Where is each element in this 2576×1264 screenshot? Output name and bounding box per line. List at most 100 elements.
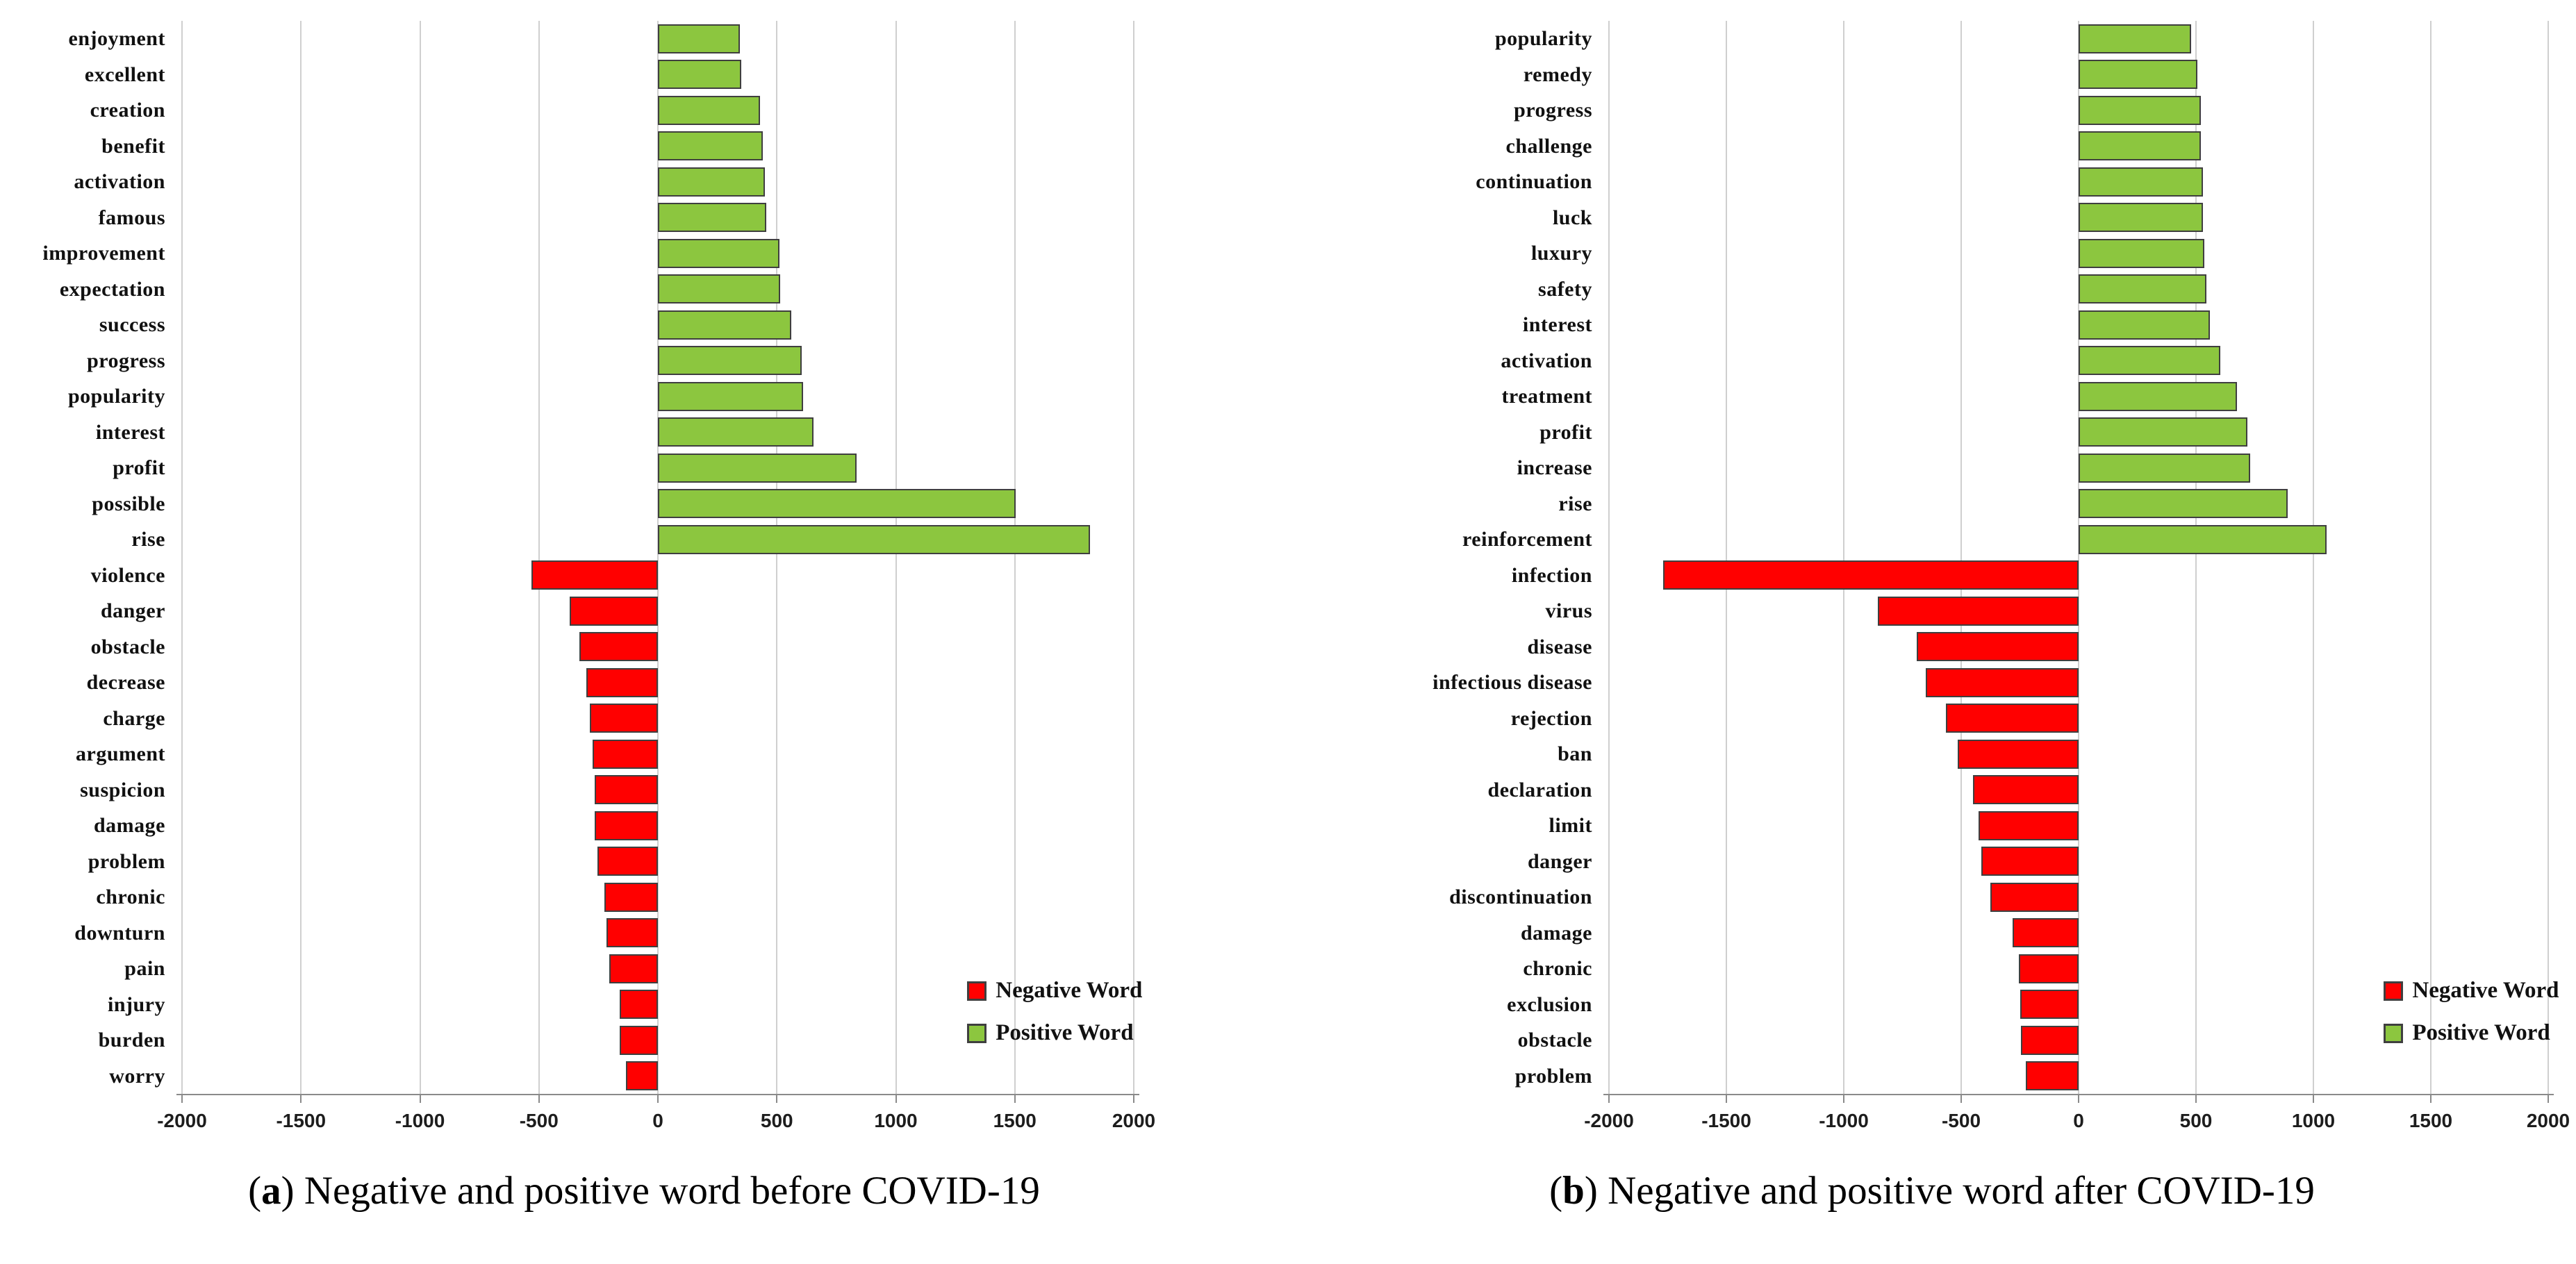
legend-item-positive: Positive Word: [967, 1020, 1142, 1046]
positive-bar-success: [658, 310, 791, 340]
category-label-burden: burden: [98, 1029, 165, 1051]
positive-bar-remedy: [2079, 60, 2197, 90]
x-axis-line: [176, 1094, 1139, 1095]
negative-word-swatch-icon: [2384, 981, 2404, 1001]
category-label-virus: virus: [1545, 599, 1592, 622]
category-label-damage: damage: [1521, 921, 1592, 945]
gridline--1500: [300, 21, 302, 1094]
category-label-decrease: decrease: [86, 671, 165, 694]
category-label-creation: creation: [90, 99, 165, 122]
category-label-improvement: improvement: [42, 242, 165, 265]
category-label-declaration: declaration: [1487, 778, 1592, 801]
positive-bar-excellent: [658, 60, 741, 90]
legend-item-negative: Negative Word: [967, 978, 1142, 1004]
chart-before-covid: enjoyment excellent creation benefit activat…: [0, 21, 1288, 1213]
category-label-remedy: remedy: [1523, 63, 1592, 86]
caption-after: (b) Negative and positive word after COV…: [1288, 1168, 2576, 1213]
category-label-disease: disease: [1527, 635, 1592, 658]
category-label-limit: limit: [1549, 814, 1592, 837]
positive-bar-luxury: [2079, 238, 2204, 268]
x-tick-label-500: 500: [2179, 1110, 2213, 1131]
category-label-downturn: downturn: [74, 921, 165, 945]
category-label-benefit: benefit: [101, 134, 165, 158]
x-tick-label-0: 0: [2073, 1110, 2084, 1131]
positive-bar-improvement: [658, 238, 779, 268]
category-label-activation: activation: [74, 170, 165, 193]
gridline-2000: [1133, 21, 1134, 1094]
category-label-challenge: challenge: [1505, 134, 1592, 158]
caption-letter: (a): [248, 1169, 295, 1213]
positive-bar-challenge: [2079, 131, 2201, 161]
category-label-damage: damage: [94, 814, 165, 837]
gridline-1000: [2313, 21, 2314, 1094]
caption-letter: (b): [1549, 1169, 1598, 1213]
positive-word-swatch-icon: [2384, 1023, 2404, 1043]
axis-tick--2000: [1608, 1094, 1610, 1103]
axis-tick-1500: [2430, 1094, 2431, 1103]
x-tick-label-1000: 1000: [874, 1110, 918, 1131]
positive-bar-treatment: [2079, 381, 2238, 411]
category-label-luck: luck: [1552, 206, 1592, 229]
category-label-rise: rise: [1558, 492, 1592, 515]
gridline--2000: [1608, 21, 1610, 1094]
legend-label-positive: Positive Word: [996, 1020, 1134, 1045]
legend: Negative Word Positive Word: [967, 978, 1142, 1046]
category-label-profit: profit: [113, 456, 165, 479]
gridline--1500: [1726, 21, 1727, 1094]
positive-bar-reinforcement: [2079, 524, 2327, 554]
axis-tick--2000: [181, 1094, 183, 1103]
category-label-charge: charge: [103, 706, 165, 730]
legend-label-negative: Negative Word: [2412, 978, 2559, 1003]
category-label-injury: injury: [107, 992, 165, 1016]
category-label-interest: interest: [1522, 313, 1592, 336]
negative-bar-violence: [531, 560, 658, 590]
x-tick-label--1500: -1500: [276, 1110, 327, 1131]
x-axis-line: [1603, 1094, 2554, 1095]
negative-bar-exclusion: [2020, 990, 2079, 1020]
category-label-danger: danger: [101, 599, 165, 622]
positive-bar-rise: [658, 524, 1090, 554]
negative-bar-disease: [1916, 632, 2079, 662]
negative-bar-danger: [1981, 847, 2079, 876]
gridline--2000: [181, 21, 183, 1094]
negative-bar-discontinuation: [1990, 882, 2079, 912]
negative-bar-injury: [620, 990, 658, 1020]
negative-bar-limit: [1979, 810, 2079, 840]
positive-bar-enjoyment: [658, 24, 741, 53]
gridline-0: [2078, 21, 2079, 1094]
axis-tick-1000: [2313, 1094, 2314, 1103]
category-label-luxury: luxury: [1530, 242, 1592, 265]
positive-bar-progress: [2079, 95, 2201, 125]
negative-bar-chronic: [604, 882, 658, 912]
negative-bar-declaration: [1972, 775, 2079, 805]
negative-bar-charge: [590, 704, 658, 733]
caption-text: Negative and positive word before COVID-…: [304, 1169, 1040, 1213]
category-label-rejection: rejection: [1510, 706, 1592, 730]
negative-bar-pain: [609, 954, 658, 983]
caption-before: (a) Negative and positive word before CO…: [0, 1168, 1288, 1213]
category-label-enjoyment: enjoyment: [68, 27, 165, 50]
category-label-interest: interest: [95, 420, 165, 444]
positive-bar-benefit: [658, 131, 763, 161]
category-label-safety: safety: [1538, 277, 1592, 301]
negative-bar-decrease: [586, 667, 658, 697]
positive-bar-possible: [658, 489, 1016, 519]
positive-word-swatch-icon: [967, 1023, 987, 1043]
category-label-popularity: popularity: [67, 385, 165, 408]
x-axis-tick-labels-after: -2000 -1500 -1000 -500 0 500 1000 1500 2000: [1288, 1110, 2576, 1145]
negative-bar-problem: [2025, 1061, 2079, 1091]
axis-tick--1000: [419, 1094, 421, 1103]
negative-bar-obstacle: [579, 632, 658, 662]
axis-tick-0: [657, 1094, 659, 1103]
negative-bar-suspicion: [595, 775, 658, 805]
gridline-2000: [2548, 21, 2549, 1094]
x-tick-label--1000: -1000: [1819, 1110, 1869, 1131]
axis-tick--1500: [300, 1094, 302, 1103]
gridline-500: [2195, 21, 2197, 1094]
axis-tick-500: [2195, 1094, 2197, 1103]
positive-bar-profit: [2079, 417, 2248, 447]
negative-bar-worry: [625, 1061, 658, 1091]
legend: Negative Word Positive Word: [2384, 978, 2559, 1046]
positive-bar-expectation: [658, 274, 781, 304]
positive-bar-increase: [2079, 453, 2250, 483]
